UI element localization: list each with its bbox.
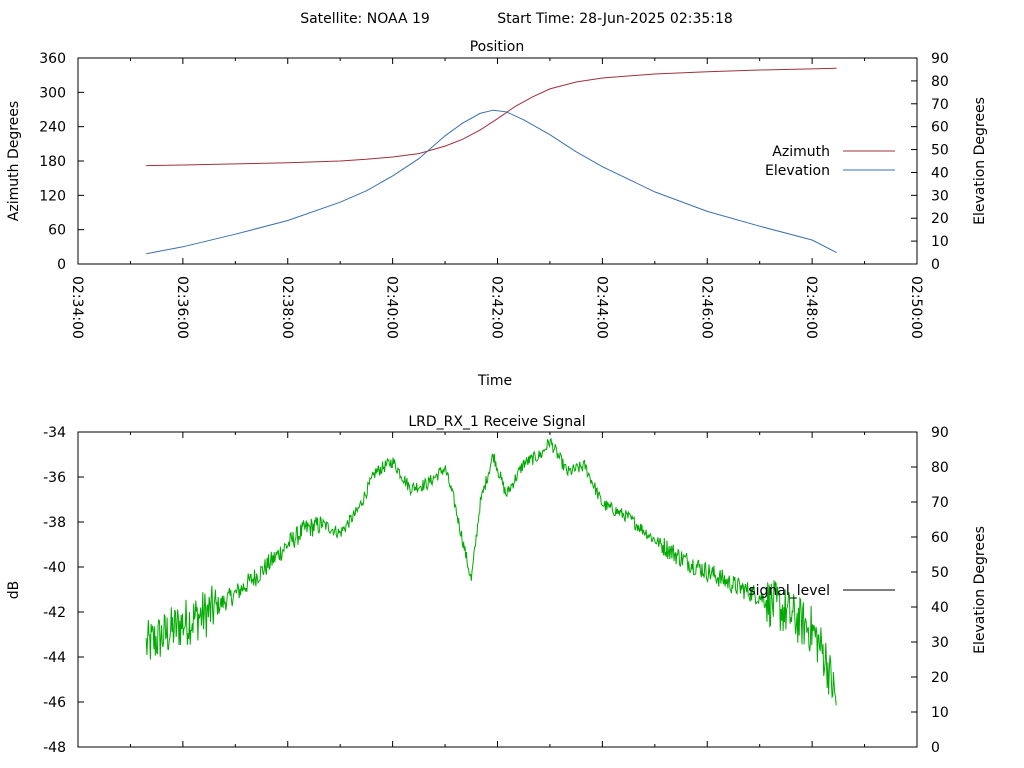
signal-y2-tick-label: 40 (931, 600, 949, 616)
position-y-tick-label: 240 (39, 120, 66, 136)
position-chart: Position 0 60 120 180 240 300 360 0 10 20 30 40 50 60… (6, 39, 988, 389)
signal-y2-tick-label: 0 (931, 740, 940, 756)
position-x-axis-label: Time (477, 373, 512, 389)
position-y2-tick-label: 0 (931, 257, 940, 273)
signal-y-tick-label: -44 (43, 650, 66, 666)
position-x-tick-label: 02:46:00 (698, 276, 714, 339)
position-y-tick-label: 60 (48, 223, 66, 239)
signal-y2-tick-label: 70 (931, 495, 949, 511)
position-y2-tick-label: 80 (931, 74, 949, 90)
signal-y2-tick-label: 50 (931, 565, 949, 581)
signal-y-tick-label: -42 (43, 605, 66, 621)
signal-y2-tick-label: 20 (931, 670, 949, 686)
position-legend: Azimuth Elevation (765, 144, 895, 179)
position-x-tick-label: 02:38:00 (279, 276, 295, 339)
position-x-tick-label: 02:50:00 (908, 276, 924, 339)
position-y-tick-label: 180 (39, 154, 66, 170)
signal-level-series-line (145, 437, 837, 706)
signal-y2-tick-label: 60 (931, 530, 949, 546)
position-y-tick-label: 0 (57, 257, 66, 273)
signal-y-tick-label: -48 (43, 740, 66, 756)
azimuth-series-line (146, 67, 837, 167)
position-x-tick-label: 02:40:00 (384, 276, 400, 339)
position-y-tick-label: 360 (39, 51, 66, 67)
signal-legend: signal_level (748, 583, 895, 599)
position-y2-axis-label: Elevation Degrees (972, 97, 988, 225)
signal-y-tick-label: -36 (43, 470, 66, 486)
position-y-tick-label: 300 (39, 85, 66, 101)
position-y2-tick-label: 90 (931, 51, 949, 67)
legend-signal-level-label: signal_level (748, 583, 830, 599)
position-y-tick-label: 120 (39, 188, 66, 204)
position-y2-tick-label: 30 (931, 188, 949, 204)
signal-y-tick-label: -34 (43, 425, 66, 441)
position-x-tick-label: 02:42:00 (489, 276, 505, 339)
signal-y-tick-label: -46 (43, 695, 66, 711)
position-y2-tick-label: 10 (931, 234, 949, 250)
signal-y2-axis-label: Elevation Degrees (972, 526, 988, 654)
elevation-series-line (146, 109, 837, 255)
position-y2-tick-label: 60 (931, 120, 949, 136)
signal-y2-tick-label: 30 (931, 635, 949, 651)
legend-elevation-label: Elevation (765, 163, 830, 179)
position-x-tick-label: 02:34:00 (69, 276, 85, 339)
position-x-tick-label: 02:36:00 (174, 276, 190, 339)
signal-chart: LRD_RX_1 Receive Signal -48 -46 -44 -42 -40 -… (6, 414, 988, 756)
legend-azimuth-label: Azimuth (772, 144, 830, 160)
signal-y2-tick-label: 90 (931, 425, 949, 441)
position-x-tick-label: 02:48:00 (803, 276, 819, 339)
signal-y-tick-label: -38 (43, 515, 66, 531)
signal-chart-title: LRD_RX_1 Receive Signal (408, 414, 585, 430)
position-y2-tick-label: 40 (931, 165, 949, 181)
position-y2-tick-label: 70 (931, 97, 949, 113)
position-y2-tick-label: 50 (931, 143, 949, 159)
start-time-label: Start Time: 28-Jun-2025 02:35:18 (497, 11, 733, 27)
signal-y2-tick-label: 80 (931, 460, 949, 476)
satellite-label: Satellite: NOAA 19 (300, 11, 430, 27)
position-plot-frame (77, 57, 918, 265)
signal-y-axis-label: dB (6, 581, 22, 600)
position-chart-title: Position (470, 39, 525, 55)
position-x-tick-label: 02:44:00 (593, 276, 609, 339)
position-y2-tick-label: 20 (931, 211, 949, 227)
position-y-axis-label: Azimuth Degrees (6, 101, 22, 221)
signal-y2-tick-label: 10 (931, 705, 949, 721)
signal-y-tick-label: -40 (43, 560, 66, 576)
